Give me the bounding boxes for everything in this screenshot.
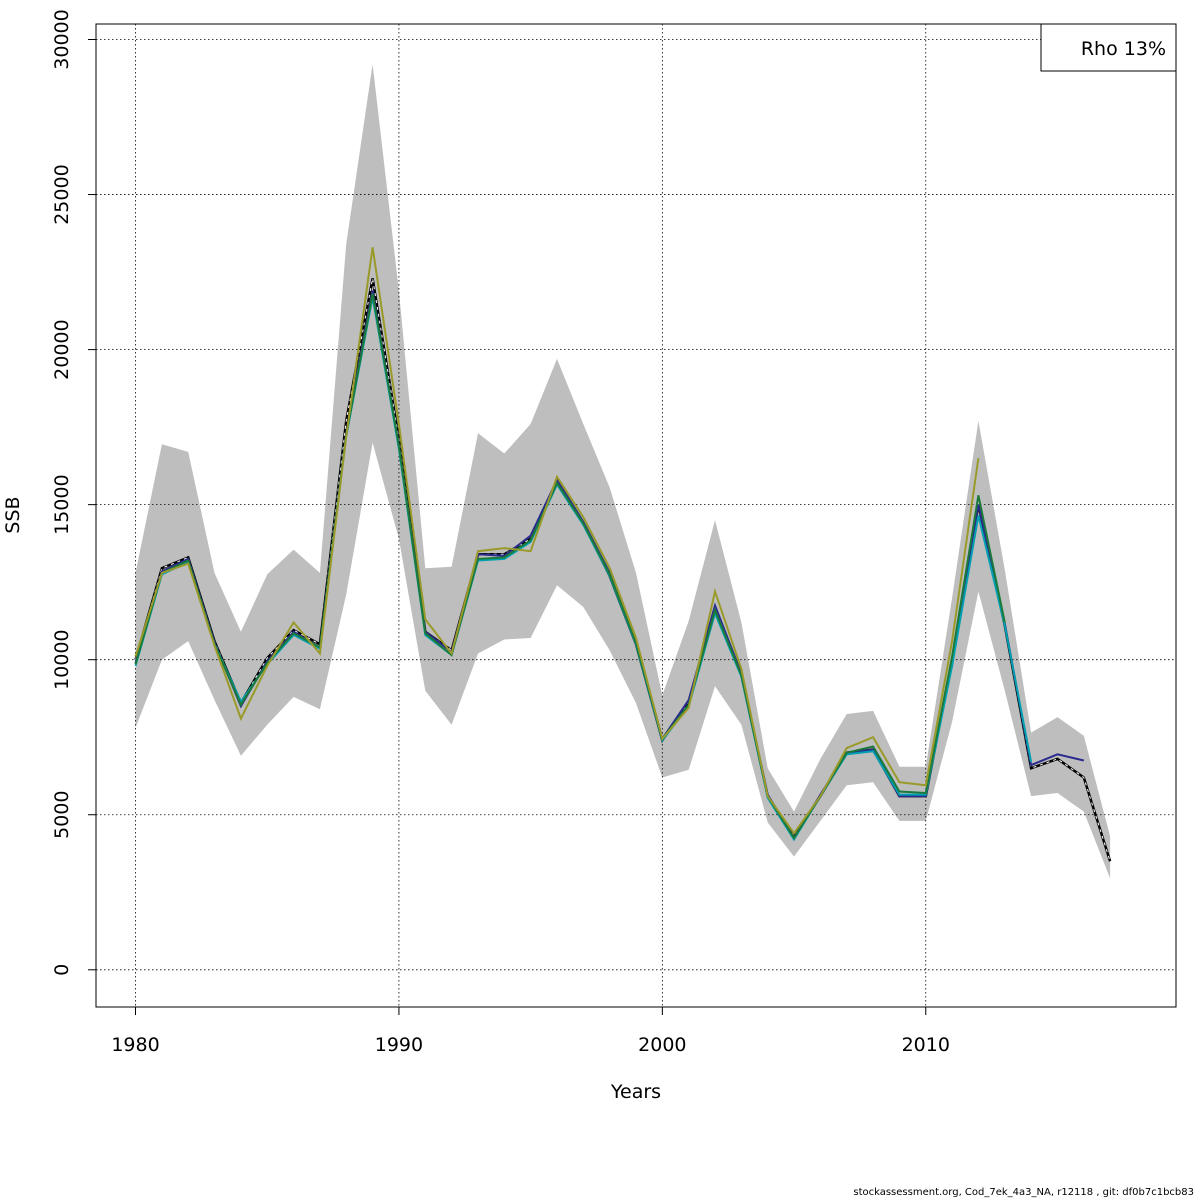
footer-credit: stockassessment.org, Cod_7ek_4a3_NA, r12… bbox=[853, 1187, 1194, 1198]
grid bbox=[96, 24, 1176, 1007]
confidence-band-area bbox=[135, 64, 1111, 879]
confidence-band bbox=[135, 64, 1111, 879]
y-axis-label: SSB bbox=[2, 496, 24, 533]
x-axis-label: Years bbox=[610, 1081, 661, 1103]
x-tick-label: 2010 bbox=[902, 1034, 950, 1056]
x-axis: 1980 1990 2000 2010 bbox=[111, 1007, 950, 1056]
series-lines bbox=[134, 247, 1112, 862]
x-tick-label: 2000 bbox=[638, 1034, 686, 1056]
legend-box bbox=[1040, 23, 1177, 72]
y-tick-label: 30000 bbox=[51, 9, 73, 69]
y-tick-label: 5000 bbox=[51, 791, 73, 839]
y-tick-label: 0 bbox=[51, 964, 73, 976]
y-tick-label: 25000 bbox=[51, 164, 73, 224]
plot-frame bbox=[95, 23, 1177, 1008]
series-line bbox=[134, 293, 1006, 840]
legend-text: Rho 13% bbox=[1081, 38, 1166, 60]
x-tick-label: 1990 bbox=[375, 1034, 423, 1056]
legend: Rho 13% bbox=[1040, 23, 1177, 72]
series-line bbox=[134, 247, 980, 836]
x-tick-label: 1980 bbox=[111, 1034, 159, 1056]
y-tick-label: 20000 bbox=[51, 319, 73, 379]
y-tick-label: 10000 bbox=[51, 629, 73, 689]
y-tick-label: 15000 bbox=[51, 474, 73, 534]
y-axis: 0 5000 10000 15000 20000 25000 30000 bbox=[51, 9, 96, 976]
